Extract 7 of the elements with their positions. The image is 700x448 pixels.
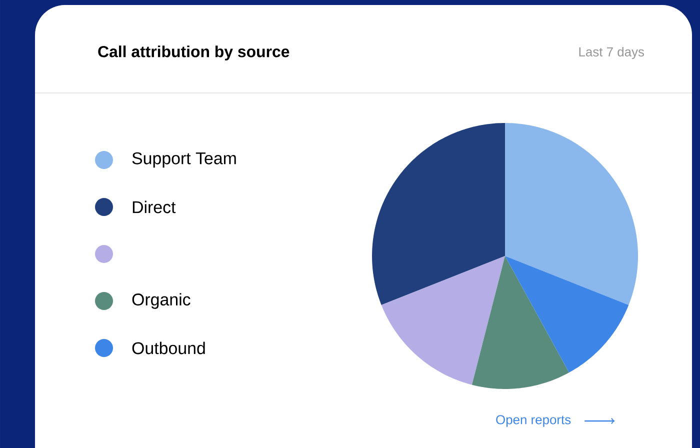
text: Open reports <box>496 415 571 427</box>
chart-title: Call attribution by source <box>98 46 290 60</box>
legend-label: Organic <box>132 293 190 309</box>
legend-label: Outbound <box>132 342 205 354</box>
legend-label: Direct <box>132 200 176 214</box>
chart-subtitle: Last 7 days <box>579 46 644 60</box>
legend-label: Support Team <box>132 152 236 168</box>
